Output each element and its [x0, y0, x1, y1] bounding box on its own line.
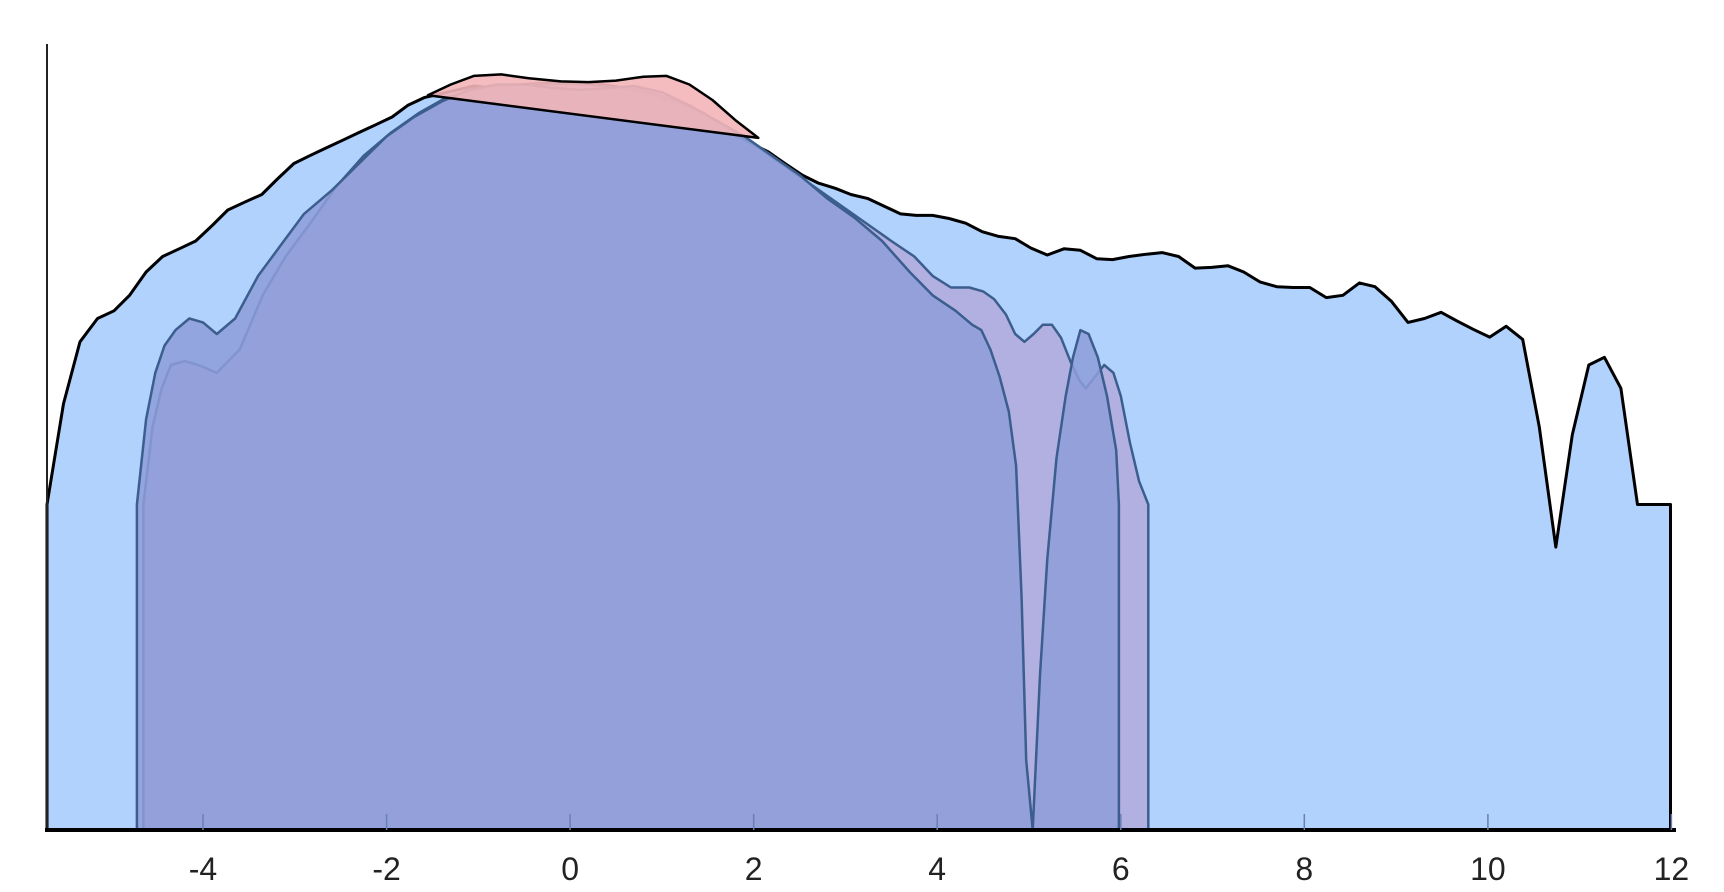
x-tick-label: 0 — [561, 851, 579, 887]
x-tick-label: 12 — [1654, 851, 1690, 887]
x-tick-group: -4 -2 0 2 4 6 8 10 12 — [189, 814, 1689, 887]
x-tick-label: 2 — [745, 851, 763, 887]
x-tick-label: 8 — [1295, 851, 1313, 887]
series-top-area — [426, 73, 760, 140]
x-tick-label: -4 — [189, 851, 217, 887]
x-tick-label: 6 — [1112, 851, 1130, 887]
x-tick-label: -2 — [372, 851, 400, 887]
x-tick-label: 4 — [928, 851, 946, 887]
x-tick-label: 10 — [1470, 851, 1506, 887]
axes-layer: -4 -2 0 2 4 6 8 10 12 — [45, 44, 1689, 887]
series-layer — [45, 73, 1672, 832]
series-narrow-area — [135, 83, 1121, 832]
